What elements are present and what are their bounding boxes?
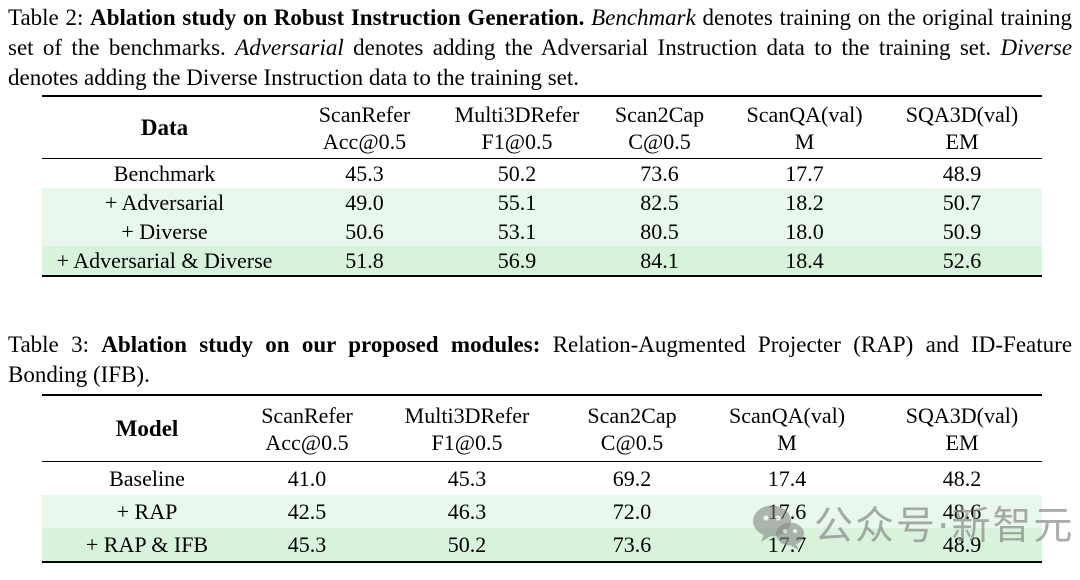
table-cell: 50.2	[497, 160, 537, 186]
table-cell: 48.9	[942, 160, 982, 186]
row-label: Baseline	[109, 465, 185, 491]
table-cell: 42.5	[287, 498, 327, 524]
table-cell: 50.9	[942, 218, 982, 244]
table2-caption-term-benchmark: Benchmark	[591, 5, 696, 30]
table-2-header-row: Data ScanRefer Acc@0.5 Multi3DRefer F1@0.5…	[42, 97, 1042, 159]
row-label: Benchmark	[113, 160, 216, 186]
table-cell: 45.3	[287, 531, 327, 557]
table-cell: 45.3	[447, 465, 487, 491]
table-cell: 18.4	[785, 247, 824, 273]
table-cell: 48.6	[942, 498, 982, 524]
table-cell: 46.3	[447, 498, 487, 524]
watermark: 公众号·新智元	[752, 503, 1074, 551]
table-row-adversarial: + Adversarial 49.0 55.1 82.5 18.2 50.7	[42, 188, 1042, 217]
table-3-column-header-scanqa: ScanQA(val) M	[728, 402, 846, 455]
table-cell: 18.2	[785, 189, 824, 215]
table-2-column-header-scan2cap: Scan2Cap C@0.5	[614, 101, 705, 154]
table-cell: 51.8	[345, 247, 384, 273]
table-row-baseline: Baseline 41.0 45.3 69.2 17.4 48.2	[42, 462, 1042, 495]
table-cell: 48.9	[942, 531, 982, 557]
table-cell: 82.5	[640, 189, 679, 215]
table3-caption-title: Ablation study on our proposed modules:	[101, 332, 541, 357]
table-3-column-header-sqa3d: SQA3D(val) EM	[905, 402, 1019, 455]
table-3-column-header-scanrefer: ScanRefer Acc@0.5	[261, 402, 353, 455]
table-row-rap: + RAP 42.5 46.3 72.0 17.6 48.6	[42, 495, 1042, 528]
table-cell: 84.1	[640, 247, 679, 273]
table-cell: 56.9	[497, 247, 537, 273]
table-2-column-header-data: Data	[140, 115, 189, 140]
table2-caption: Table 2: Ablation study on Robust Instru…	[8, 3, 1072, 93]
wechat-icon	[752, 504, 806, 550]
table-cell: 45.3	[345, 160, 384, 186]
table-cell: 48.2	[942, 465, 982, 491]
table-3: Model ScanRefer Acc@0.5 Multi3DRefer F1@0.…	[42, 394, 1042, 563]
row-label: + Diverse	[121, 218, 208, 244]
row-label: + RAP & IFB	[85, 531, 209, 557]
table-3-column-header-model: Model	[115, 416, 179, 441]
table-row-rap-and-ifb: + RAP & IFB 45.3 50.2 73.6 17.7 48.9	[42, 528, 1042, 561]
table-row-adversarial-and-diverse: + Adversarial & Diverse 51.8 56.9 84.1 1…	[42, 246, 1042, 275]
watermark-text: 公众号·新智元	[814, 504, 1075, 549]
table-3-column-header-multi3drefer: Multi3DRefer F1@0.5	[404, 402, 530, 455]
table-cell: 18.0	[785, 218, 824, 244]
table2-caption-text: denotes adding the Diverse Instruction d…	[8, 65, 580, 90]
row-label: + RAP	[116, 498, 178, 524]
table2-caption-term-adversarial: Adversarial	[235, 35, 344, 60]
table-2-column-header-scanqa: ScanQA(val) M	[746, 101, 863, 154]
table-cell: 55.1	[497, 189, 537, 215]
table3-caption-text: Relation-Augmented Projecter (RAP) and I…	[8, 332, 1073, 387]
row-label: + Adversarial & Diverse	[56, 247, 273, 273]
table-row-benchmark: Benchmark 45.3 50.2 73.6 17.7 48.9	[42, 159, 1042, 188]
table-cell: 17.4	[767, 465, 807, 491]
table-cell: 73.6	[640, 160, 679, 186]
table-2-column-header-scanrefer: ScanRefer Acc@0.5	[318, 101, 411, 154]
table-2-column-header-multi3drefer: Multi3DRefer F1@0.5	[454, 101, 580, 154]
table2-caption-label: Table 2:	[8, 5, 84, 30]
table-cell: 72.0	[612, 498, 652, 524]
table2-caption-text: denotes adding the Adversarial Instructi…	[353, 35, 992, 60]
table-cell: 50.6	[345, 218, 384, 244]
table-2-column-header-sqa3d: SQA3D(val) EM	[905, 101, 1019, 154]
row-label: + Adversarial	[104, 189, 225, 215]
table-cell: 49.0	[345, 189, 384, 215]
table-cell: 53.1	[497, 218, 537, 244]
table-cell: 41.0	[287, 465, 327, 491]
table-cell: 50.2	[447, 531, 487, 557]
table-cell: 17.7	[785, 160, 824, 186]
table-2: Data ScanRefer Acc@0.5 Multi3DRefer F1@0.5…	[42, 95, 1042, 277]
table-cell: 73.6	[612, 531, 652, 557]
table-cell: 80.5	[640, 218, 679, 244]
table-3-header-row: Model ScanRefer Acc@0.5 Multi3DRefer F1@0.…	[42, 396, 1042, 462]
table2-caption-text: denotes training on the original trainin…	[8, 5, 1073, 60]
table3-caption-label: Table 3:	[8, 332, 89, 357]
table2-caption-term-diverse: Diverse	[1000, 35, 1073, 60]
table-cell: 69.2	[612, 465, 652, 491]
table-cell: 52.6	[942, 247, 982, 273]
table-row-diverse: + Diverse 50.6 53.1 80.5 18.0 50.9	[42, 217, 1042, 246]
table2-caption-title: Ablation study on Robust Instruction Gen…	[90, 5, 585, 30]
table3-caption: Table 3: Ablation study on our proposed …	[8, 330, 1072, 390]
table-cell: 50.7	[942, 189, 982, 215]
table-3-column-header-scan2cap: Scan2Cap C@0.5	[587, 402, 677, 455]
